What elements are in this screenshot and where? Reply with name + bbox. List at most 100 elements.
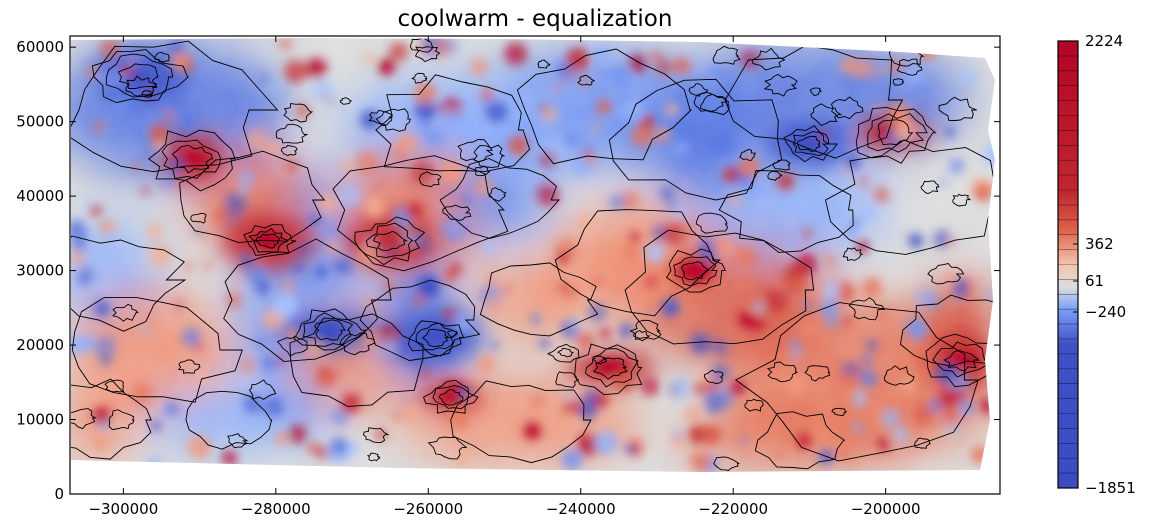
contour-line <box>555 371 580 388</box>
contour-line <box>804 365 831 382</box>
contour-line <box>537 59 551 69</box>
contour-line <box>71 40 279 173</box>
contour-line <box>713 456 741 471</box>
contour-line <box>766 361 798 383</box>
y-tick-label: 40000 <box>16 187 64 205</box>
contour-line <box>557 347 575 358</box>
contour-line <box>577 75 595 86</box>
plot-area-frame <box>69 35 1001 495</box>
contour-line <box>362 427 390 443</box>
contour-line <box>439 158 560 239</box>
contour-line <box>665 248 727 293</box>
contour-line <box>375 108 411 132</box>
contour-line <box>624 229 815 345</box>
x-tick-label: −280000 <box>241 500 311 518</box>
contour-line <box>751 47 786 71</box>
contour-line <box>275 123 309 144</box>
contour-line <box>474 165 491 177</box>
x-tick-label: −260000 <box>393 500 463 518</box>
contour-line <box>824 139 995 255</box>
contour-line <box>154 51 170 63</box>
contour-line <box>488 187 507 202</box>
contour-line <box>141 90 154 98</box>
contour-line <box>108 409 135 431</box>
contour-line <box>842 247 864 261</box>
contour-line <box>809 87 822 97</box>
contour-line <box>754 411 846 470</box>
contour-line <box>695 212 729 234</box>
contour-line <box>739 149 757 161</box>
contour-line <box>411 72 428 84</box>
contour-line <box>554 209 721 317</box>
contour-line <box>772 159 791 171</box>
contour-line <box>414 46 440 63</box>
contour-line <box>718 170 854 253</box>
contour-line <box>366 452 381 462</box>
contour-line <box>457 139 494 163</box>
contour-line <box>927 262 965 285</box>
contour-line <box>91 49 190 104</box>
y-tick-label: 0 <box>54 485 64 503</box>
contour-line <box>339 332 376 356</box>
y-tick-label: 50000 <box>16 113 64 131</box>
colorbar-tick-label: 362 <box>1085 235 1114 253</box>
contour-line <box>422 379 479 414</box>
colorbar-frame <box>1057 40 1079 489</box>
contour-line <box>703 369 724 385</box>
chart-title: coolwarm - equalization <box>397 6 673 32</box>
contour-line <box>368 109 393 127</box>
contour-line <box>185 390 273 450</box>
contour-line <box>896 58 923 76</box>
contour-line <box>830 96 864 120</box>
contour-line <box>276 335 308 357</box>
contour-line <box>952 193 972 207</box>
contour-line <box>354 216 426 266</box>
contour-line <box>767 170 783 182</box>
contour-line <box>734 302 979 462</box>
contour-line <box>408 320 465 357</box>
contour-line <box>227 433 249 449</box>
contour-line <box>744 398 764 412</box>
contour-line <box>125 75 157 97</box>
contour-line <box>283 102 314 123</box>
contour-line <box>472 144 506 168</box>
contour-line <box>516 48 693 165</box>
contour-line <box>112 303 139 322</box>
contour-line <box>280 144 298 157</box>
contour-line <box>289 313 424 407</box>
contour-line <box>71 378 152 460</box>
contour-line <box>810 103 843 127</box>
colorbar-tick-label: −1851 <box>1085 479 1136 497</box>
y-tick-label: 60000 <box>16 38 64 56</box>
contour-line <box>248 379 277 400</box>
contour-line <box>450 380 592 464</box>
contour-line <box>892 78 905 86</box>
contour-line <box>179 150 326 244</box>
contour-line <box>763 73 798 97</box>
contour-line <box>190 213 207 224</box>
contour-line <box>633 330 651 342</box>
contour-line <box>359 279 481 361</box>
contour-line <box>883 365 915 386</box>
x-tick-label: −300000 <box>88 500 158 518</box>
y-tick-label: 10000 <box>16 411 64 429</box>
colorbar-tick-label: 61 <box>1085 272 1104 290</box>
contour-line <box>418 171 442 187</box>
contour-line <box>177 359 201 374</box>
colorbar-tick-label: −240 <box>1085 303 1126 321</box>
contour-line <box>479 262 599 337</box>
contour-line <box>546 343 580 363</box>
colorbar: −1851 −240 61 362 2224 <box>1057 32 1136 497</box>
contour-line <box>608 78 783 201</box>
y-axis: 0 10000 20000 30000 40000 50000 60000 <box>16 38 1000 503</box>
x-tick-label: −240000 <box>546 500 616 518</box>
contour-line <box>442 204 472 221</box>
contour-line <box>332 155 509 272</box>
contour-line <box>243 224 296 256</box>
contour-line <box>71 408 97 430</box>
contour-line <box>848 297 886 321</box>
contour-line <box>427 436 468 460</box>
x-tick-label: −220000 <box>698 500 768 518</box>
contour-line <box>831 407 847 417</box>
